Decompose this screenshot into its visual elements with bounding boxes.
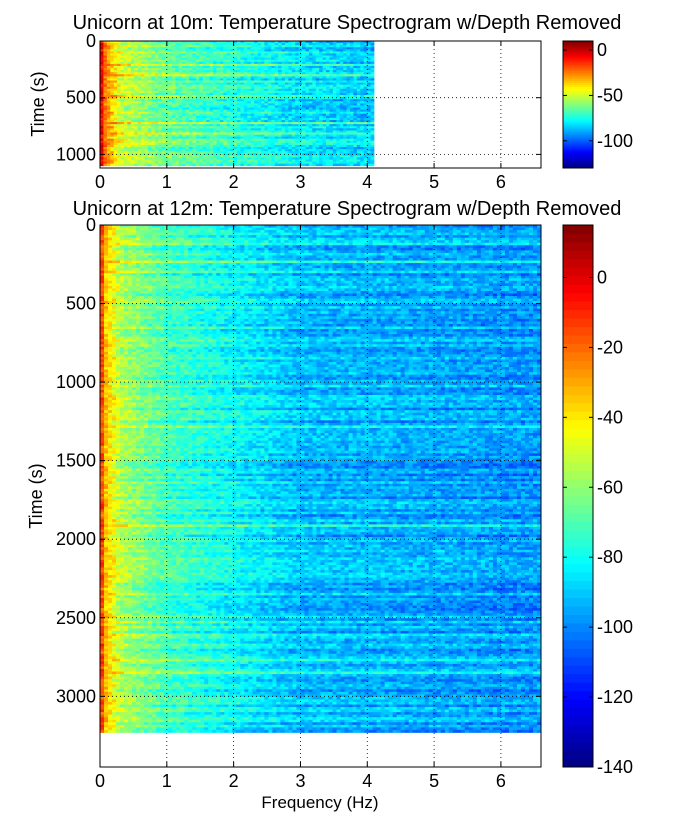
heatmap-cell (285, 164, 289, 166)
heatmap-cell (271, 164, 275, 166)
heatmap-cell (134, 164, 138, 166)
heatmap-cell (175, 164, 179, 166)
heatmap-cell (258, 164, 262, 166)
x-tick-label: 4 (362, 172, 372, 192)
heatmap-cell (172, 164, 176, 166)
heatmap-cell (127, 164, 131, 166)
heatmap-cell (333, 164, 337, 166)
y-tick-label: 0 (86, 31, 96, 51)
heatmap-cell (288, 164, 292, 166)
heatmap-cell (182, 164, 186, 166)
heatmap-cell (371, 164, 375, 166)
heatmap-cell (251, 164, 255, 166)
heatmap-cell (189, 164, 193, 166)
heatmap-cell (326, 164, 330, 166)
heatmap-cell (168, 164, 172, 166)
colorbar-tick-label: -100 (597, 131, 633, 151)
colorbar-tick-label: -50 (597, 85, 623, 105)
heatmap-cell (350, 164, 354, 166)
heatmap-cell (124, 164, 128, 166)
panel-12m: Unicorn at 12m: Temperature Spectrogram … (26, 198, 633, 812)
heatmap-cell (360, 164, 364, 166)
y-axis-label: Time (s) (28, 71, 48, 136)
heatmap-cell (240, 164, 244, 166)
heatmap-cell (261, 164, 265, 166)
x-tick-label: 6 (496, 172, 506, 192)
heatmap-cell (340, 164, 344, 166)
heatmap-cell (107, 164, 111, 166)
heatmap-cell (353, 164, 357, 166)
heatmap-cell (213, 164, 217, 166)
heatmap-cell (216, 164, 220, 166)
heatmap-cell (199, 164, 203, 166)
heatmap-cell (264, 164, 268, 166)
heatmap-cell (312, 164, 316, 166)
heatmap-cell (329, 164, 333, 166)
x-tick-label: 3 (295, 172, 305, 192)
heatmap-cell (275, 164, 279, 166)
heatmap-cell (203, 164, 207, 166)
heatmap-cell (281, 164, 285, 166)
heatmap-cell (192, 164, 196, 166)
heatmap-cell (278, 164, 282, 166)
heatmap-cell (186, 164, 190, 166)
heatmap-cell (220, 164, 224, 166)
heatmap-cell (103, 164, 107, 166)
chart-title: Unicorn at 10m: Temperature Spectrogram … (73, 12, 622, 34)
heatmap-cell (162, 164, 166, 166)
heatmap-cell (357, 164, 361, 166)
heatmap-cell (151, 164, 155, 166)
chart-title: Unicorn at 12m: Temperature Spectrogram … (73, 198, 622, 220)
heatmap-cell (223, 164, 227, 166)
heatmap-cell (141, 164, 145, 166)
heatmap-cell (292, 164, 296, 166)
x-tick-label: 2 (229, 172, 239, 192)
colorbar: 0 -50 -100 (563, 40, 633, 168)
heatmap-cell (227, 164, 231, 166)
heatmap-cell (196, 164, 200, 166)
heatmap-cell (148, 164, 152, 166)
heatmap-cell (100, 164, 104, 166)
heatmap-cell (302, 164, 306, 166)
heatmap-cell (305, 164, 309, 166)
heatmap-cell (316, 164, 320, 166)
heatmap-cell (295, 164, 299, 166)
heatmap-cell (117, 164, 121, 166)
heatmap-cell (121, 164, 125, 166)
x-tick-label: 1 (162, 172, 172, 192)
heatmap-cell (145, 164, 149, 166)
colorbar-tick-label: 0 (597, 40, 607, 60)
heatmap-cell (155, 164, 159, 166)
heatmap-cell (309, 164, 313, 166)
x-tick-label: 0 (95, 172, 105, 192)
heatmap-cell (323, 164, 327, 166)
heatmap-cell (210, 164, 214, 166)
heatmap-cell (268, 164, 272, 166)
x-tick-label: 5 (429, 172, 439, 192)
y-tick-label: 500 (66, 88, 96, 108)
heatmap-cell (110, 164, 114, 166)
heatmap-cell (237, 164, 241, 166)
y-tick-label: 1000 (56, 144, 96, 164)
heatmap-cell (206, 164, 210, 166)
heatmap-cell (319, 164, 323, 166)
heatmap-cell (336, 164, 340, 166)
heatmap-cell (179, 164, 183, 166)
heatmap-cell (347, 164, 351, 166)
heatmap-cells (100, 225, 541, 733)
heatmap-cell (244, 164, 248, 166)
heatmap-cell (254, 164, 258, 166)
heatmap-cell (158, 164, 162, 166)
heatmap-cell (131, 164, 135, 166)
panel-10m: Unicorn at 10m: Temperature Spectrogram … (28, 12, 633, 192)
heatmap-cell (138, 164, 142, 166)
heatmap-cell (247, 164, 251, 166)
heatmap-cell (343, 164, 347, 166)
heatmap-cells (100, 41, 374, 166)
heatmap-cell (114, 164, 118, 166)
